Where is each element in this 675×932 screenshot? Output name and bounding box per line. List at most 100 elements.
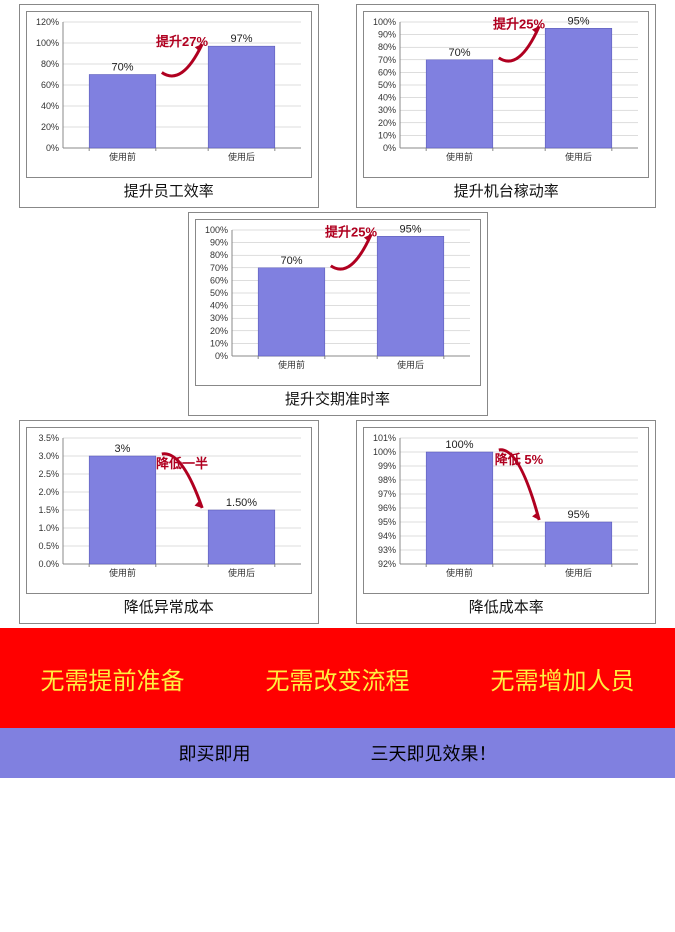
chart-plot: 0%20%40%60%80%100%120%70%使用前97%使用后提升27% [26, 11, 312, 178]
bar-value-label: 97% [230, 33, 252, 45]
purple-banner-item: 三天即见效果！ [371, 740, 497, 766]
annotation-arrow [499, 26, 539, 61]
bar [545, 522, 612, 564]
bar-value-label: 70% [449, 47, 471, 59]
chart-box: 0%20%40%60%80%100%120%70%使用前97%使用后提升27%提… [19, 4, 319, 208]
red-banner-item: 无需提前准备 [41, 661, 185, 696]
bar [545, 28, 612, 148]
chart-plot: 0%10%20%30%40%50%60%70%80%90%100%70%使用前9… [363, 11, 649, 178]
svg-text:10%: 10% [209, 338, 227, 348]
svg-text:30%: 30% [209, 313, 227, 323]
bar-value-label: 100% [446, 439, 474, 451]
svg-text:96%: 96% [378, 503, 396, 513]
svg-text:100%: 100% [36, 38, 59, 48]
bar [89, 456, 156, 564]
chart-title: 提升交期准时率 [195, 388, 481, 409]
bar-value-label: 95% [568, 509, 590, 521]
svg-text:100%: 100% [373, 17, 396, 27]
svg-text:70%: 70% [378, 55, 396, 65]
svg-text:10%: 10% [378, 130, 396, 140]
svg-text:60%: 60% [41, 80, 59, 90]
svg-text:1.0%: 1.0% [38, 523, 59, 533]
svg-text:50%: 50% [378, 80, 396, 90]
chart-box: 0%10%20%30%40%50%60%70%80%90%100%70%使用前9… [356, 4, 656, 208]
bar [89, 75, 156, 149]
chart-title: 降低异常成本 [26, 596, 312, 617]
chart-svg: 92% 93% 94% 95% 96% 97% 98% 99% 100% 101% 100% 使用前 9… [364, 428, 644, 588]
chart-plot: 0.0%0.5%1.0%1.5%2.0%2.5%3.0%3.5%3%使用前1.5… [26, 427, 312, 594]
chart-box: 0%10%20%30%40%50%60%70%80%90%100%70%使用前9… [188, 212, 488, 416]
svg-text:0.0%: 0.0% [38, 559, 59, 569]
svg-text:20%: 20% [41, 122, 59, 132]
svg-text:0%: 0% [46, 143, 59, 153]
x-category-label: 使用前 [446, 151, 473, 162]
chart-title: 提升员工效率 [26, 180, 312, 201]
svg-text:1.5%: 1.5% [38, 505, 59, 515]
chart-title: 提升机台稼动率 [363, 180, 649, 201]
bar [208, 46, 275, 148]
chart-row: 0%10%20%30%40%50%60%70%80%90%100%70%使用前9… [0, 212, 675, 416]
chart-box: 0.0%0.5%1.0%1.5%2.0%2.5%3.0%3.5%3%使用前1.5… [19, 420, 319, 624]
x-category-label: 使用前 [109, 151, 136, 162]
chart-svg: 0.0%0.5%1.0%1.5%2.0%2.5%3.0%3.5%3%使用前1.5… [27, 428, 307, 588]
svg-text:98%: 98% [378, 475, 396, 485]
x-category-label: 使用前 [277, 359, 304, 370]
x-category-label: 使用后 [565, 567, 592, 578]
red-banner-item: 无需改变流程 [266, 661, 410, 696]
annotation-text: 提升25% [324, 224, 376, 239]
svg-text:80%: 80% [209, 250, 227, 260]
svg-text:60%: 60% [378, 67, 396, 77]
svg-text:90%: 90% [209, 238, 227, 248]
svg-text:40%: 40% [41, 101, 59, 111]
svg-text:30%: 30% [378, 105, 396, 115]
charts-container: 0%20%40%60%80%100%120%70%使用前97%使用后提升27%提… [0, 4, 675, 624]
annotation-text: 降低 5% [495, 452, 544, 467]
purple-banner-item: 即买即用 [179, 740, 251, 766]
svg-text:20%: 20% [378, 118, 396, 128]
svg-text:90%: 90% [378, 30, 396, 40]
svg-text:99%: 99% [378, 461, 396, 471]
svg-text:80%: 80% [378, 42, 396, 52]
svg-text:100%: 100% [373, 447, 396, 457]
chart-row: 0%20%40%60%80%100%120%70%使用前97%使用后提升27%提… [0, 4, 675, 208]
x-category-label: 使用后 [565, 151, 592, 162]
svg-text:60%: 60% [209, 275, 227, 285]
bar [426, 452, 493, 564]
svg-text:101%: 101% [373, 433, 396, 443]
bar [426, 60, 493, 148]
svg-text:70%: 70% [209, 263, 227, 273]
x-category-label: 使用前 [109, 567, 136, 578]
annotation-text: 提升25% [493, 16, 545, 31]
bar [377, 236, 444, 356]
x-category-label: 使用前 [446, 567, 473, 578]
bar-value-label: 3% [114, 443, 130, 455]
svg-text:94%: 94% [378, 531, 396, 541]
svg-text:3.0%: 3.0% [38, 451, 59, 461]
annotation-text: 降低一半 [156, 456, 208, 471]
svg-text:0.5%: 0.5% [38, 541, 59, 551]
chart-plot: 92% 93% 94% 95% 96% 97% 98% 99% 100% 101% 100% 使用前 9… [363, 427, 649, 594]
chart-svg: 0%20%40%60%80%100%120%70%使用前97%使用后提升27% [27, 12, 307, 172]
x-category-label: 使用后 [228, 567, 255, 578]
svg-text:95%: 95% [378, 517, 396, 527]
svg-text:97%: 97% [378, 489, 396, 499]
red-banner-item: 无需增加人员 [491, 661, 635, 696]
svg-text:40%: 40% [209, 301, 227, 311]
bar-value-label: 95% [568, 15, 590, 27]
purple-banner: 即买即用 三天即见效果！ [0, 728, 675, 778]
bar [208, 510, 275, 564]
svg-text:40%: 40% [378, 93, 396, 103]
svg-text:50%: 50% [209, 288, 227, 298]
chart-box: 92% 93% 94% 95% 96% 97% 98% 99% 100% 101% 100% 使用前 9… [356, 420, 656, 624]
svg-text:120%: 120% [36, 17, 59, 27]
chart-plot: 0%10%20%30%40%50%60%70%80%90%100%70%使用前9… [195, 219, 481, 386]
svg-text:3.5%: 3.5% [38, 433, 59, 443]
svg-text:93%: 93% [378, 545, 396, 555]
annotation-arrow [330, 234, 370, 269]
x-category-label: 使用后 [228, 151, 255, 162]
bar [258, 268, 325, 356]
svg-text:100%: 100% [204, 225, 227, 235]
bar-value-label: 70% [111, 62, 133, 74]
chart-svg: 0%10%20%30%40%50%60%70%80%90%100%70%使用前9… [196, 220, 476, 380]
svg-text:92%: 92% [378, 559, 396, 569]
